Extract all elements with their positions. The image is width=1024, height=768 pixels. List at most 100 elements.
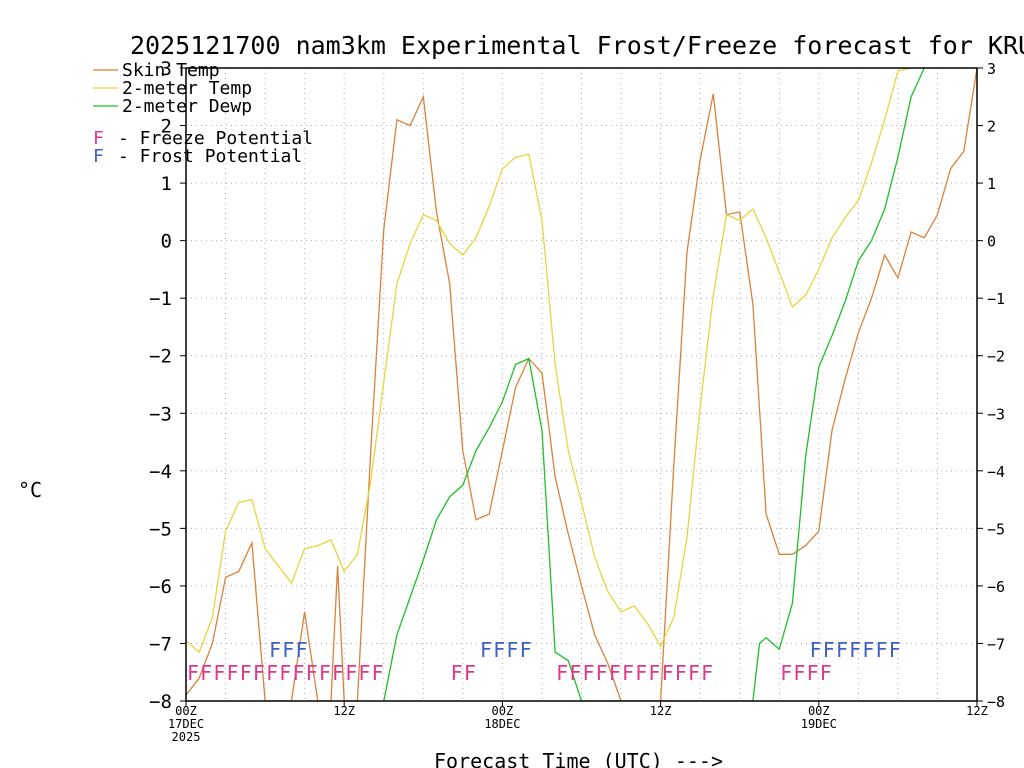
freeze-mark: F [240, 661, 252, 685]
freeze-mark: F [675, 661, 687, 685]
freeze-mark: F [583, 661, 595, 685]
y-tick-label-right: 2 [987, 118, 996, 136]
legend-label-t2m: 2-meter Temp [122, 78, 252, 99]
frost-mark: F [889, 638, 901, 662]
freeze-mark: F [662, 661, 674, 685]
plot-frame [185, 67, 978, 702]
series-lines [186, 68, 977, 701]
y-tick-label: −3 [149, 403, 172, 425]
freeze-mark: F [319, 661, 331, 685]
freeze-mark: F [292, 661, 304, 685]
freeze-mark: F [648, 661, 660, 685]
frost-mark: F [836, 638, 848, 662]
frost-mark: F [295, 638, 307, 662]
freeze-mark: F [622, 661, 634, 685]
freeze-mark: F [596, 661, 608, 685]
legend-label-frost: - Frost Potential [118, 146, 302, 167]
y-tick-label-right: −1 [987, 290, 1005, 308]
frost-mark: F [282, 638, 294, 662]
x-tick-label: 00Z [175, 704, 197, 718]
freeze-mark: F [635, 661, 647, 685]
legend-freeze-symbol: F [93, 128, 104, 149]
y-axis-left: −8 −7 −6 −5 −4 −3 −2 −1 0 1 2 3 [149, 58, 186, 713]
x-tick-label: 12Z [650, 704, 672, 718]
freeze-mark: F [701, 661, 713, 685]
x-tick-label: 00Z [808, 704, 830, 718]
freeze-mark: F [780, 661, 792, 685]
frost-mark: F [269, 638, 281, 662]
legend-label-freeze: - Freeze Potential [118, 128, 313, 149]
y-tick-label: 2 [161, 116, 172, 138]
legend-label-dewp: 2-meter Dewp [122, 96, 252, 117]
freeze-mark: F [807, 661, 819, 685]
y-tick-label: −4 [149, 461, 172, 483]
x-tick-label: 00Z [492, 704, 514, 718]
frost-mark: F [849, 638, 861, 662]
y-tick-label: −8 [149, 691, 172, 713]
frost-mark: F [493, 638, 505, 662]
x-tick-label: 17DEC [168, 717, 204, 731]
freeze-mark: F [253, 661, 265, 685]
frost-mark: F [810, 638, 822, 662]
chart-title: 2025121700 nam3km Experimental Frost/Fre… [130, 31, 1024, 60]
y-tick-label-right: −6 [987, 578, 1005, 596]
series-line-2m-temp [186, 68, 912, 654]
y-tick-label: 3 [161, 58, 172, 80]
freeze-mark: F [332, 661, 344, 685]
y-tick-label-right: −5 [987, 520, 1005, 538]
freeze-mark: F [793, 661, 805, 685]
freeze-mark: F [451, 661, 463, 685]
grid [186, 68, 977, 701]
x-axis-label: Forecast Time (UTC) ---> [434, 749, 723, 768]
freeze-mark: F [820, 661, 832, 685]
series-line-skin-temp [186, 68, 977, 701]
freeze-mark: F [358, 661, 370, 685]
freeze-mark: F [345, 661, 357, 685]
y-tick-label-right: 3 [987, 60, 996, 78]
frost-mark: F [823, 638, 835, 662]
x-tick-label: 2025 [172, 730, 201, 744]
y-tick-label: −1 [149, 288, 172, 310]
frost-mark: F [862, 638, 874, 662]
freeze-mark: F [464, 661, 476, 685]
freeze-mark: F [569, 661, 581, 685]
legend: Skin Temp 2-meter Temp 2-meter Dewp F - … [93, 60, 313, 167]
x-tick-label: 12Z [966, 704, 988, 718]
y-tick-label: 0 [161, 231, 172, 253]
freeze-mark: F [688, 661, 700, 685]
frost-mark: F [480, 638, 492, 662]
freeze-mark: F [609, 661, 621, 685]
frost-freeze-marks: F F F F F F F F F F F F F F F F F F F F F F F F F F F F F F F F FF F F F F F F… [187, 638, 901, 685]
freeze-mark: F [279, 661, 291, 685]
y-tick-label: −2 [149, 346, 172, 368]
y-axis-right: −8 −7 −6 −5 −4 −3 −2 −1 0 1 2 3 [977, 60, 1005, 711]
y-tick-label: 1 [161, 173, 172, 195]
y-tick-label-right: −4 [987, 463, 1005, 481]
y-tick-label-right: −8 [987, 693, 1005, 711]
legend-frost-symbol: F [93, 146, 104, 167]
y-tick-label-right: 1 [987, 175, 996, 193]
y-tick-label: −6 [149, 576, 172, 598]
y-axis-label: °C [18, 478, 42, 502]
x-tick-label: 18DEC [484, 717, 520, 731]
y-tick-label-right: −3 [987, 405, 1005, 423]
frost-mark: F [876, 638, 888, 662]
y-tick-label-right: −7 [987, 635, 1005, 653]
legend-label-skin: Skin Temp [122, 60, 220, 81]
freeze-mark: F [556, 661, 568, 685]
y-tick-label: −5 [149, 518, 172, 540]
frost-mark: F [506, 638, 518, 662]
freeze-mark: F [372, 661, 384, 685]
frost-mark: F [520, 638, 532, 662]
y-tick-label-right: −2 [987, 348, 1005, 366]
x-tick-label: 19DEC [801, 717, 837, 731]
y-tick-label-right: 0 [987, 233, 996, 251]
y-tick-label: −7 [149, 633, 172, 655]
freeze-mark: F [187, 661, 199, 685]
freeze-mark: F [227, 661, 239, 685]
x-tick-label: 12Z [333, 704, 355, 718]
freeze-mark: F [266, 661, 278, 685]
series-line-2m-dewp [383, 68, 925, 701]
